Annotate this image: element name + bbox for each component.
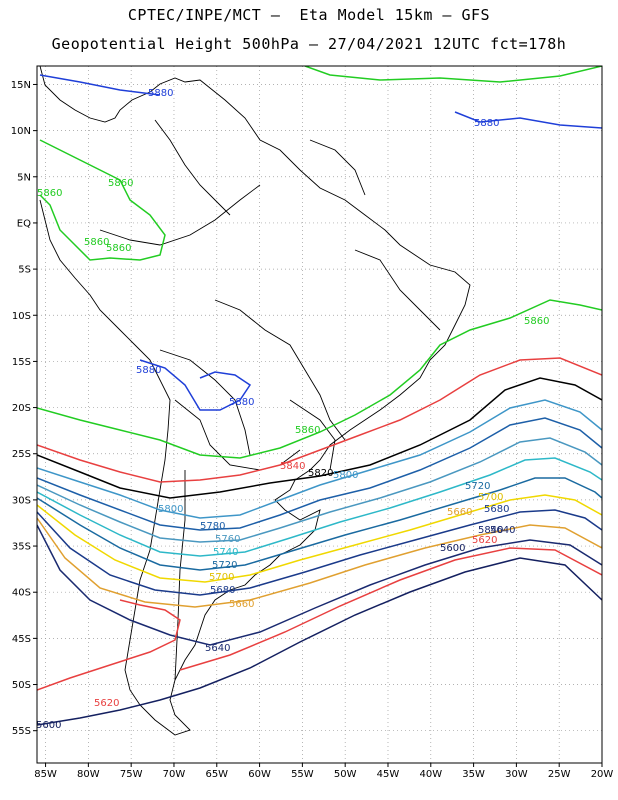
lon-tick-label: 25W xyxy=(548,769,571,780)
lat-tick-label: 35S xyxy=(12,542,31,553)
lon-tick-label: 20W xyxy=(591,769,614,780)
map-frame xyxy=(36,65,603,764)
contour-5660 xyxy=(37,517,602,608)
lat-tick-label: 10S xyxy=(12,311,31,322)
contour-5800 xyxy=(37,399,602,519)
lat-tick-label: 30S xyxy=(12,495,31,506)
contour-label: 5880 xyxy=(136,365,161,376)
contour-label: 5620 xyxy=(472,535,497,546)
contour-label: 5700 xyxy=(478,492,503,503)
contour-label: 5660 xyxy=(447,507,472,518)
lat-tick-label: 45S xyxy=(12,634,31,645)
contour-lines xyxy=(37,66,602,726)
contour-label: 5600 xyxy=(36,720,61,731)
contour-5780 xyxy=(37,417,602,531)
contour-5860-north xyxy=(304,66,602,83)
contour-5720 xyxy=(37,477,602,571)
land-outline xyxy=(39,66,471,736)
contour-label: 5880 xyxy=(474,118,499,129)
contour-label: 5860 xyxy=(295,425,320,436)
contour-label: 5860 xyxy=(524,316,549,327)
lat-tick-label: 5S xyxy=(18,265,31,276)
lon-tick-label: 80W xyxy=(77,769,100,780)
contour-label: 5840 xyxy=(478,525,503,536)
contour-label: 5820 xyxy=(308,468,333,479)
lat-tick-label: 55S xyxy=(12,726,31,737)
contour-label: 5700 xyxy=(209,572,234,583)
contour-label: 5640 xyxy=(490,525,515,536)
lon-tick-label: 60W xyxy=(248,769,271,780)
contour-label: 5680 xyxy=(210,585,235,596)
contour-5880-north xyxy=(454,111,602,129)
lon-tick-label: 85W xyxy=(34,769,57,780)
contour-5840 xyxy=(37,357,602,483)
contour-5740 xyxy=(37,457,602,557)
contour-label: 5680 xyxy=(484,504,509,515)
lat-tick-label: 5N xyxy=(17,172,31,183)
lon-tick-label: 50W xyxy=(334,769,357,780)
contour-label: 5840 xyxy=(280,461,305,472)
lon-tick-label: 45W xyxy=(377,769,400,780)
contour-5760 xyxy=(37,437,602,543)
contour-label: 5760 xyxy=(215,534,240,545)
contour-5700 xyxy=(37,494,602,583)
contour-label: 5800 xyxy=(333,470,358,481)
lat-tick-label: 40S xyxy=(12,588,31,599)
contour-label: 5620 xyxy=(94,698,119,709)
contour-label: 5860 xyxy=(106,243,131,254)
contour-5880-nw xyxy=(39,74,161,96)
map-title-line2: Geopotential Height 500hPa – 27/04/2021 … xyxy=(51,35,567,53)
lon-tick-label: 55W xyxy=(291,769,314,780)
contour-label: 5880 xyxy=(148,88,173,99)
lon-tick-label: 35W xyxy=(462,769,485,780)
lat-tick-label: 10N xyxy=(11,126,31,137)
lon-tick-label: 65W xyxy=(205,769,228,780)
contour-labels: 5880 5880 5880 5880 5860 5860 5860 5860 … xyxy=(36,88,549,731)
contour-5640 xyxy=(37,524,602,646)
lon-tick-label: 75W xyxy=(120,769,143,780)
contour-label: 5860 xyxy=(37,188,62,199)
contour-label: 5600 xyxy=(440,543,465,554)
contour-5820 xyxy=(37,377,602,499)
lat-tick-label: EQ xyxy=(17,218,31,229)
axis-ticks: 85W 80W 75W 70W 65W 60W 55W 50W 45W 40W 35W 30W 25W 2… xyxy=(11,80,614,780)
contour-5880-chaco xyxy=(139,359,252,411)
lat-tick-label: 25S xyxy=(12,449,31,460)
lat-tick-label: 20S xyxy=(12,403,31,414)
contour-label: 5720 xyxy=(212,560,237,571)
contour-label: 5720 xyxy=(465,481,490,492)
contour-5860-amazon xyxy=(39,139,166,261)
contour-label: 5880 xyxy=(229,397,254,408)
contour-label: 5800 xyxy=(158,504,183,515)
lat-tick-label: 15N xyxy=(11,80,31,91)
contour-5860-main xyxy=(37,299,602,459)
contour-label: 5780 xyxy=(200,521,225,532)
contour-label: 5660 xyxy=(229,599,254,610)
map-title-line1: CPTEC/INPE/MCT – Eta Model 15km – GFS xyxy=(127,6,491,24)
contour-label: 5860 xyxy=(108,178,133,189)
contour-label: 5860 xyxy=(84,237,109,248)
grid-lines xyxy=(37,66,603,763)
contour-5600 xyxy=(37,557,602,726)
contour-label: 5740 xyxy=(213,547,238,558)
contour-label: 5640 xyxy=(205,643,230,654)
lat-tick-label: 15S xyxy=(12,357,31,368)
contour-5620 xyxy=(37,547,602,691)
lon-tick-label: 70W xyxy=(163,769,186,780)
lon-tick-label: 30W xyxy=(505,769,528,780)
lon-tick-label: 40W xyxy=(419,769,442,780)
lat-tick-label: 50S xyxy=(12,680,31,691)
contour-5680 xyxy=(37,509,602,596)
